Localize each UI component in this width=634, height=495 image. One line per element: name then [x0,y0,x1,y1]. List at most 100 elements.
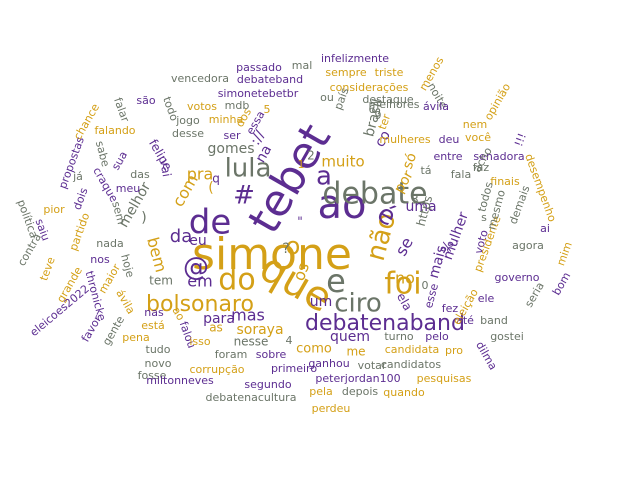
word-s: s [481,211,487,224]
word-consideracoes: considerações [330,81,409,94]
word-como: como [296,342,332,357]
word-lula: lula [225,154,272,184]
word-do: do [218,263,255,298]
word-faz: faz [473,161,490,174]
word-bom: bom [550,270,573,298]
word-band: band [480,314,508,327]
word-pelo: pelo [425,330,449,343]
word-ai: ai [540,222,550,235]
word-entre: entre [433,150,462,163]
word-perdeu: perdeu [312,402,351,415]
word-sobre: sobre [256,348,287,361]
word-das: das [130,168,150,181]
word-peterjordan100: peterjordan100 [315,372,400,385]
word-em: em [187,272,212,291]
word-ate: até [456,314,474,327]
word-na: na [253,142,276,165]
word-mulheres: mulheres [379,133,431,146]
word-sua: sua [109,149,130,172]
word-o: o [286,232,301,260]
word-gomes: gomes [208,141,255,157]
word-fez: fez [442,302,459,315]
word-sem: sem [109,200,128,226]
word-foi: foi [384,267,421,302]
word-governo: governo [494,271,539,284]
word-falar: falar [111,96,132,124]
word-quem: quem [330,329,370,345]
word-tudo: tudo [146,343,171,356]
word-finais: finais [490,175,520,188]
word-debate: debate [322,177,427,212]
word-so: só [400,151,420,171]
word-mal: mal [292,59,313,72]
word-5: 5 [264,103,271,116]
word-minha: minha [209,113,243,126]
word-dilma: dilma [473,339,500,372]
word-symbol: ) [141,210,146,226]
word-fosse: fosse [138,369,167,382]
word-4: 4 [286,334,293,347]
word-vencedora: vencedora [171,72,229,85]
word-fala: fala [451,168,471,181]
word-votos: votos [187,100,217,113]
word-teve: teve [37,255,58,283]
word-avila: ávila [423,100,449,113]
word-pena: pena [122,331,149,344]
word-debatenacultura: debatenacultura [206,391,297,404]
word-desse: desse [172,127,204,140]
word-2: 2 [307,149,315,163]
word-foram: foram [215,348,248,361]
word-uma: uma [405,199,436,215]
word-simone: simone [192,229,352,280]
word-candidata: candidata [385,343,440,356]
word-e: e [326,262,346,300]
word-isso: isso [189,335,211,348]
word-mim: mim [554,240,575,267]
word-mulher: mulher [440,210,472,262]
word-meu: meu [116,182,140,195]
word-partido: partido [67,211,93,253]
word-debatenaband: debatenaband [305,311,465,336]
word-3: 3 [411,193,419,207]
word-candidatos: candidatos [381,358,442,371]
word-muito: muito [321,153,364,171]
word-symbol: " [297,215,303,229]
word-agora: agora [512,239,544,252]
word-hoje: hoje [118,253,137,279]
word-ao: ao [318,182,367,228]
word-pro: pro [445,344,463,357]
word-mas: mas [231,306,265,325]
word-gostei: gostei [490,330,524,343]
word-1: 1 [298,158,305,171]
word-turno: turno [384,330,414,343]
word-contra: contra [15,231,44,268]
word-nem: nem [463,118,487,131]
word-ter: ter [376,112,394,132]
word-debateband: debateband [237,73,303,86]
word-ser: ser [223,129,240,142]
word-voce: você [465,131,491,144]
word-sempre: sempre [325,66,366,79]
word-avila: ávila [113,287,137,316]
word-ou: ou [320,91,334,104]
word-miltonneves: miltonneves [146,374,214,387]
word-primeiro: primeiro [271,362,317,375]
word-quando: quando [383,386,425,399]
word-symbol: ? [282,241,289,257]
word-symbol: !!! [512,131,529,148]
word-segundo: segundo [244,378,291,391]
word-mdb: mdb [225,99,250,112]
word-symbol: @ [183,253,209,283]
word-a: a [316,162,332,192]
word-vai: vai [157,158,174,178]
word-q: q [212,172,220,186]
word-dois: dois [71,186,91,212]
word-pra: pra [187,165,214,184]
word-melhores: melhores [368,98,419,111]
word-as: as [209,321,223,335]
word-ele: ele [478,292,495,305]
word-da: da [170,226,192,247]
word-de: de [189,203,232,243]
